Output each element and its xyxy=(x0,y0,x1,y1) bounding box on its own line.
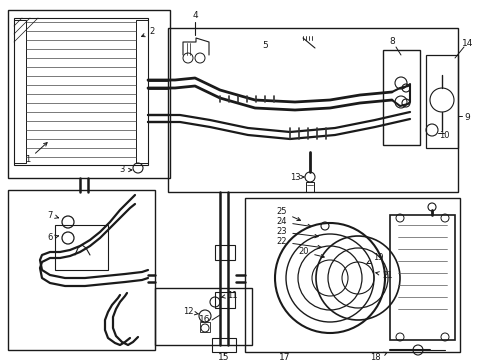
Bar xyxy=(155,288,251,345)
Bar xyxy=(215,245,235,260)
Text: 24: 24 xyxy=(276,217,310,228)
Bar xyxy=(136,20,148,163)
Text: 25: 25 xyxy=(276,207,300,221)
Bar xyxy=(244,198,459,352)
Bar xyxy=(168,28,457,192)
Text: 17: 17 xyxy=(279,354,290,360)
Text: 10: 10 xyxy=(438,130,448,139)
Bar xyxy=(425,55,457,148)
Text: 13: 13 xyxy=(289,172,304,181)
Text: 23: 23 xyxy=(276,228,318,238)
Text: 6: 6 xyxy=(47,234,59,243)
Text: 7: 7 xyxy=(47,211,59,220)
Text: 18: 18 xyxy=(369,352,386,360)
Bar xyxy=(200,322,209,332)
Bar xyxy=(8,10,170,178)
Text: 21: 21 xyxy=(375,270,392,279)
Text: 16: 16 xyxy=(198,315,209,324)
Bar xyxy=(14,20,26,163)
Text: 2: 2 xyxy=(141,27,154,37)
Bar xyxy=(389,215,454,340)
Bar xyxy=(215,292,235,308)
Text: 11: 11 xyxy=(221,291,237,300)
Text: 5: 5 xyxy=(262,40,267,49)
Bar xyxy=(382,50,419,145)
Text: 3: 3 xyxy=(119,166,132,175)
Text: 14: 14 xyxy=(461,40,473,49)
Text: 1: 1 xyxy=(25,143,47,165)
Bar xyxy=(55,225,108,270)
Text: 8: 8 xyxy=(388,37,394,46)
Bar xyxy=(8,190,155,350)
Text: 20: 20 xyxy=(298,248,324,258)
Bar xyxy=(14,18,148,165)
Text: 22: 22 xyxy=(276,238,321,249)
Bar xyxy=(305,182,313,192)
Text: 9: 9 xyxy=(463,113,469,122)
Text: 15: 15 xyxy=(218,354,229,360)
Bar xyxy=(212,338,236,352)
Text: 12: 12 xyxy=(183,307,198,316)
Text: 4: 4 xyxy=(192,12,198,21)
Text: 19: 19 xyxy=(366,253,383,264)
